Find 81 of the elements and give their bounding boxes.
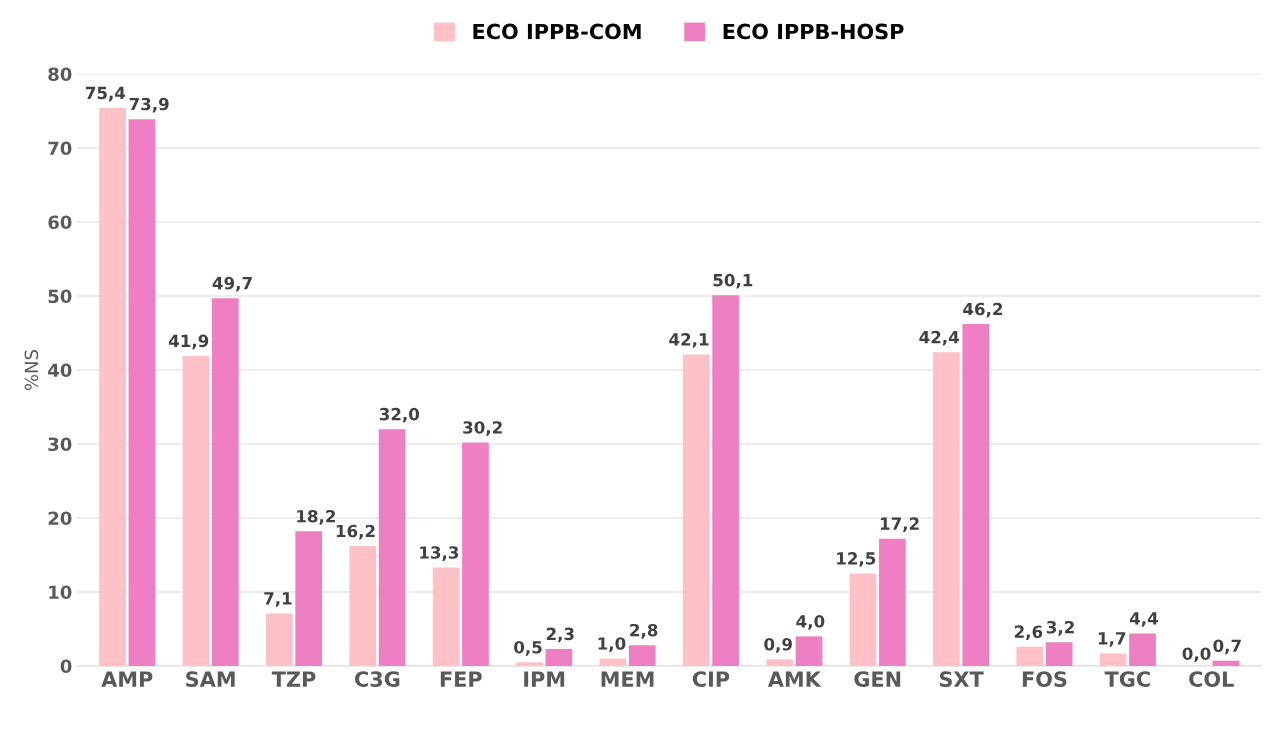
bar <box>516 662 543 666</box>
legend-label: ECO IPPB-COM <box>473 23 641 40</box>
data-label: 32,0 <box>379 407 420 423</box>
data-label: 0,5 <box>514 640 542 656</box>
bar <box>599 658 627 666</box>
bar <box>128 119 156 666</box>
bar <box>849 573 877 666</box>
bar <box>766 659 793 666</box>
data-label: 50,1 <box>713 273 753 289</box>
y-tick-label: 40 <box>48 363 72 378</box>
bar <box>682 354 710 666</box>
bar <box>378 429 406 666</box>
bar <box>628 645 656 666</box>
bar <box>1045 642 1073 666</box>
bar <box>99 108 126 666</box>
data-label: 4,0 <box>796 615 825 630</box>
data-label: 75,4 <box>85 86 126 102</box>
bar <box>432 567 460 666</box>
bar <box>962 324 990 666</box>
x-tick-label: AMK <box>767 671 822 687</box>
x-tick-label: SAM <box>186 671 235 687</box>
data-label: 0,7 <box>1213 639 1241 655</box>
data-label: 4,4 <box>1129 612 1158 627</box>
data-label: 46,2 <box>963 302 1003 318</box>
data-label: 0,9 <box>764 637 792 653</box>
data-label: 41,9 <box>168 334 209 350</box>
data-label: 30,2 <box>463 421 502 436</box>
legend-label: ECO IPPB-HOSP <box>723 23 904 40</box>
bar <box>182 355 210 666</box>
bar <box>295 531 323 666</box>
data-label: 42,1 <box>669 333 709 348</box>
data-label: 0,0 <box>1182 647 1211 663</box>
y-tick-label: 80 <box>48 67 72 82</box>
x-tick-label: AMP <box>101 671 153 687</box>
data-label: 49,7 <box>212 276 252 292</box>
bar <box>879 538 906 666</box>
data-label: 7,1 <box>264 592 292 607</box>
x-tick-label: C3G <box>355 671 400 687</box>
data-label: 12,5 <box>837 552 876 567</box>
y-axis-title: %NS <box>24 349 39 391</box>
x-tick-label: FOS <box>1022 671 1067 687</box>
x-tick-label: TZP <box>271 671 316 687</box>
bar <box>933 352 960 666</box>
x-tick-label: FEP <box>440 671 482 687</box>
data-label: 18,2 <box>297 509 336 525</box>
bar <box>1099 653 1127 666</box>
data-label: 2,3 <box>546 627 574 643</box>
bar <box>712 295 739 666</box>
bar <box>545 648 573 666</box>
data-label: 13,3 <box>420 546 459 561</box>
data-label: 16,2 <box>336 524 375 540</box>
bar <box>266 613 293 666</box>
x-tick-label: CIP <box>692 671 730 687</box>
data-label: 42,4 <box>919 330 959 346</box>
x-tick-label: COL <box>1189 671 1234 687</box>
x-tick-label: TGC <box>1104 671 1150 687</box>
data-label: 3,2 <box>1046 620 1074 636</box>
data-label: 17,2 <box>880 517 919 533</box>
y-tick-label: 50 <box>48 289 72 304</box>
y-tick-label: 10 <box>49 585 72 600</box>
y-tick-label: 20 <box>48 511 72 526</box>
x-tick-label: IPM <box>524 671 565 687</box>
bar <box>1016 646 1044 666</box>
x-tick-label: SXT <box>939 671 984 687</box>
data-label: 1,0 <box>598 637 626 652</box>
bar <box>1212 660 1240 666</box>
bar <box>795 636 823 666</box>
bar <box>349 546 377 666</box>
data-label: 2,6 <box>1014 625 1043 641</box>
y-tick-label: 0 <box>60 659 72 674</box>
bar <box>211 298 239 666</box>
data-label: 2,8 <box>630 623 658 639</box>
bar <box>1129 633 1156 666</box>
bar <box>462 442 489 666</box>
y-tick-label: 60 <box>48 215 72 230</box>
x-tick-label: GEN <box>854 671 901 687</box>
y-tick-label: 30 <box>48 437 72 452</box>
data-label: 73,9 <box>129 97 169 113</box>
data-label: 1,7 <box>1098 632 1126 647</box>
x-tick-label: MEM <box>601 671 654 687</box>
y-tick-label: 70 <box>48 141 72 156</box>
